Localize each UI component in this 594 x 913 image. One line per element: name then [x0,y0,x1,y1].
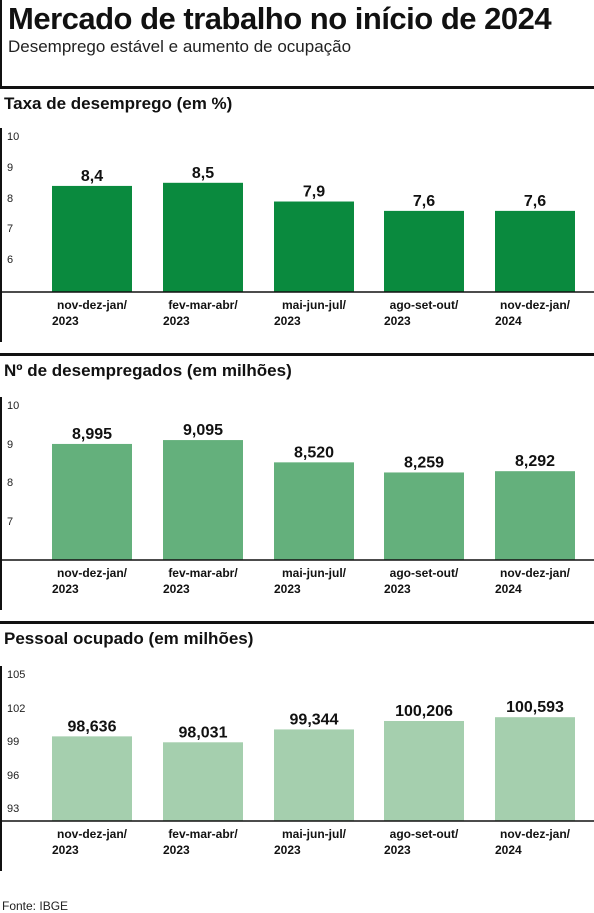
bar-value-label: 8,5 [192,165,214,182]
bar [163,742,243,821]
unemployed-count-chart: 10 9 8 7 8,995 nov-dez-jan/2023 9,095 fev-mar-a… [0,397,594,610]
category-label: nov-dez-jan/ [57,827,128,841]
category-label: nov-dez-jan/ [57,298,128,312]
bar-value-label: 98,031 [179,724,228,741]
category-year-label: 2023 [52,314,79,328]
category-label: nov-dez-jan/ [500,566,571,580]
category-label: ago-set-out/ [390,298,459,312]
bar-value-label: 98,636 [68,718,117,735]
category-label: mai-jun-jul/ [282,566,347,580]
category-year-label: 2023 [163,843,190,857]
category-year-label: 2024 [495,843,522,857]
category-year-label: 2024 [495,314,522,328]
bar-value-label: 7,9 [303,184,325,201]
chart-title-unemployment-rate: Taxa de desemprego (em %) [4,94,233,113]
y-tick-label: 6 [7,254,13,266]
unemployment-rate-chart: 10 9 8 7 6 8,4 nov-dez-jan/2023 8,5 fev-mar-abr/… [0,128,594,342]
category-label: fev-mar-abr/ [168,298,238,312]
bar [274,462,354,560]
bar [495,717,575,821]
category-year-label: 2023 [274,314,301,328]
bar-value-label: 100,206 [395,703,453,720]
bar [495,210,575,292]
bar-value-label: 8,520 [294,444,334,461]
bar [52,443,132,560]
y-tick-label: 9 [7,439,13,451]
header: Mercado de trabalho no início de 2024 De… [0,0,594,88]
category-label: mai-jun-jul/ [282,298,347,312]
bar [163,440,243,560]
category-year-label: 2023 [384,843,411,857]
bar [384,472,464,560]
y-tick-label: 99 [7,736,19,748]
y-tick-label: 7 [7,223,13,235]
y-tick-label: 10 [7,400,19,412]
bar [52,736,132,821]
bar-value-label: 100,593 [506,699,564,716]
y-tick-label: 8 [7,477,13,489]
category-year-label: 2023 [52,843,79,857]
chart-title-unemployed-count: Nº de desempregados (em milhões) [4,361,292,380]
bar [384,210,464,292]
bar-value-label: 8,4 [81,168,103,185]
employed-people-panel: Pessoal ocupado (em milhões) 105 102 99 96 9… [0,621,594,897]
category-label: nov-dez-jan/ [500,827,571,841]
category-label: fev-mar-abr/ [168,566,238,580]
bar-value-label: 8,995 [72,426,112,443]
category-label: nov-dez-jan/ [500,298,571,312]
y-tick-label: 8 [7,193,13,205]
y-tick-label: 7 [7,516,13,528]
category-label: nov-dez-jan/ [57,566,128,580]
bar [495,471,575,560]
bar-value-label: 7,6 [524,193,546,210]
bar [163,182,243,292]
bar-value-label: 7,6 [413,193,435,210]
category-year-label: 2023 [163,582,190,596]
bar-value-label: 8,292 [515,453,555,470]
bar [52,185,132,292]
panel-rule [0,86,594,89]
unemployment-rate-panel: Taxa de desemprego (em %) 10 9 8 7 6 8,4 nov-d… [0,86,594,354]
y-tick-label: 93 [7,803,19,815]
page-title: Mercado de trabalho no início de 2024 [8,1,552,36]
category-year-label: 2023 [274,582,301,596]
employed-people-chart: 105 102 99 96 93 98,636 nov-dez-jan/2023 98,031… [0,666,594,871]
y-tick-label: 10 [7,131,19,143]
category-label: mai-jun-jul/ [282,827,347,841]
bar-value-label: 8,259 [404,454,444,471]
chart-title-employed-people: Pessoal ocupado (em milhões) [4,629,254,648]
y-tick-label: 9 [7,162,13,174]
panel-rule [0,353,594,356]
bar-value-label: 99,344 [290,711,339,728]
panel-rule [0,621,594,624]
category-year-label: 2023 [384,582,411,596]
category-year-label: 2023 [163,314,190,328]
category-label: ago-set-out/ [390,827,459,841]
unemployed-count-panel: Nº de desempregados (em milhões) 10 9 8 7 8,… [0,353,594,621]
category-year-label: 2024 [495,582,522,596]
y-tick-label: 105 [7,669,25,681]
y-tick-label: 102 [7,703,25,715]
category-label: ago-set-out/ [390,566,459,580]
category-year-label: 2023 [52,582,79,596]
category-year-label: 2023 [274,843,301,857]
bar [274,201,354,292]
bar [384,720,464,821]
category-year-label: 2023 [384,314,411,328]
category-label: fev-mar-abr/ [168,827,238,841]
bar-value-label: 9,095 [183,422,223,439]
page-subtitle: Desemprego estável e aumento de ocupação [8,37,352,56]
bar [274,729,354,821]
source-note: Fonte: IBGE [2,899,69,913]
y-tick-label: 96 [7,770,19,782]
